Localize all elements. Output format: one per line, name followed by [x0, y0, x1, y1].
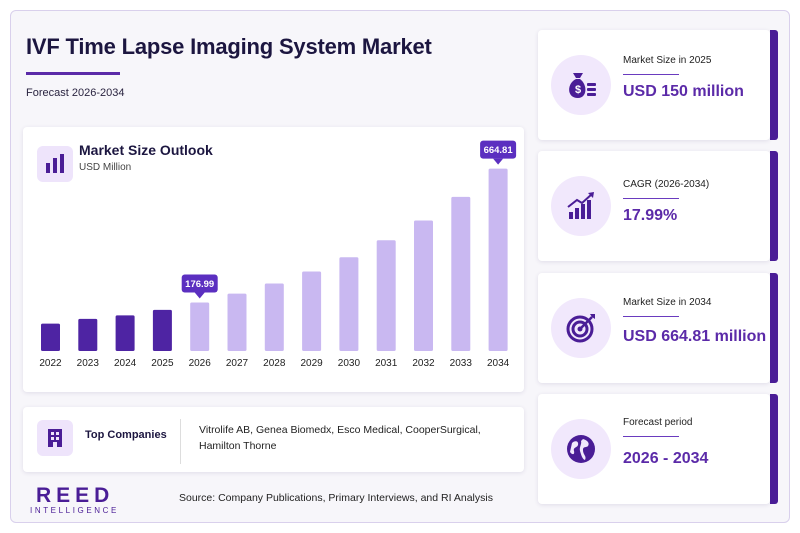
x-tick-2025: 2025	[151, 358, 174, 369]
bar-2034	[488, 168, 508, 351]
data-label-2034: 664.81	[480, 140, 517, 165]
top-companies-label: Top Companies	[85, 429, 167, 441]
bar-2031	[376, 240, 396, 351]
svg-text:664.81: 664.81	[484, 145, 514, 156]
building-icon	[37, 420, 73, 456]
growth-chart-icon	[563, 188, 599, 229]
x-tick-2033: 2033	[450, 358, 473, 369]
bar-2028	[264, 283, 284, 351]
bar-2023	[78, 318, 98, 351]
bar-2029	[302, 271, 322, 351]
kpi-rule	[623, 316, 679, 317]
bar-chart-icon	[37, 146, 73, 182]
source-note: Source: Company Publications, Primary In…	[179, 492, 493, 504]
companies-divider	[180, 419, 181, 464]
bar-2025	[152, 309, 172, 351]
brand-logo: REED	[36, 484, 115, 507]
x-tick-2029: 2029	[300, 358, 323, 369]
x-tick-2031: 2031	[375, 358, 398, 369]
kpi-value-market-2034: USD 664.81 million	[623, 328, 767, 345]
kpi-label-cagr: CAGR (2026-2034)	[623, 179, 710, 190]
x-tick-2023: 2023	[77, 358, 100, 369]
data-label-2026: 176.99	[181, 274, 218, 299]
bar-2022	[41, 323, 60, 351]
x-tick-2034: 2034	[487, 358, 510, 369]
x-tick-2024: 2024	[114, 358, 137, 369]
bar-2033	[451, 196, 471, 351]
bar-2026	[190, 302, 210, 351]
kpi-value-cagr: 17.99%	[623, 207, 678, 224]
kpi-rule	[623, 436, 679, 437]
title-underline	[26, 72, 120, 75]
target-icon	[563, 310, 599, 351]
companies-card	[23, 407, 524, 472]
kpi-value-forecast: 2026 - 2034	[623, 450, 709, 467]
chart-title: Market Size Outlook	[79, 142, 213, 158]
kpi-rule	[623, 198, 679, 199]
brand-tagline: INTELLIGENCE	[30, 506, 119, 515]
kpi-accent-bar	[770, 273, 778, 383]
bar-2027	[227, 293, 247, 351]
page-title: IVF Time Lapse Imaging System Market	[26, 34, 432, 59]
x-tick-2032: 2032	[412, 358, 435, 369]
x-tick-2027: 2027	[226, 358, 249, 369]
kpi-accent-bar	[770, 30, 778, 140]
bar-2032	[414, 220, 433, 351]
page-subtitle: Forecast 2026-2034	[26, 87, 125, 99]
money-bag-icon: $	[563, 67, 599, 108]
bar-chart: 2022 2023 2024 2025 2026 176.99 2027 2028 2029 20…	[39, 140, 517, 369]
globe-icon	[563, 431, 599, 472]
kpi-value-market-2025: USD 150 million	[623, 83, 744, 100]
bar-2024	[115, 315, 135, 351]
svg-text:176.99: 176.99	[185, 279, 214, 290]
kpi-accent-bar	[770, 394, 778, 504]
kpi-label-forecast: Forecast period	[623, 417, 693, 428]
svg-text:$: $	[575, 84, 581, 96]
chart-unit: USD Million	[79, 162, 132, 173]
kpi-rule	[623, 74, 679, 75]
kpi-label-market-2025: Market Size in 2025	[623, 55, 712, 66]
x-tick-2026: 2026	[189, 358, 212, 369]
kpi-accent-bar	[770, 151, 778, 261]
x-tick-2030: 2030	[338, 358, 361, 369]
x-tick-2022: 2022	[39, 358, 62, 369]
bar-2030	[339, 257, 359, 351]
kpi-label-market-2034: Market Size in 2034	[623, 297, 712, 308]
top-companies-list: Vitrolife AB, Genea Biomedx, Esco Medica…	[199, 424, 481, 452]
x-tick-2028: 2028	[263, 358, 286, 369]
